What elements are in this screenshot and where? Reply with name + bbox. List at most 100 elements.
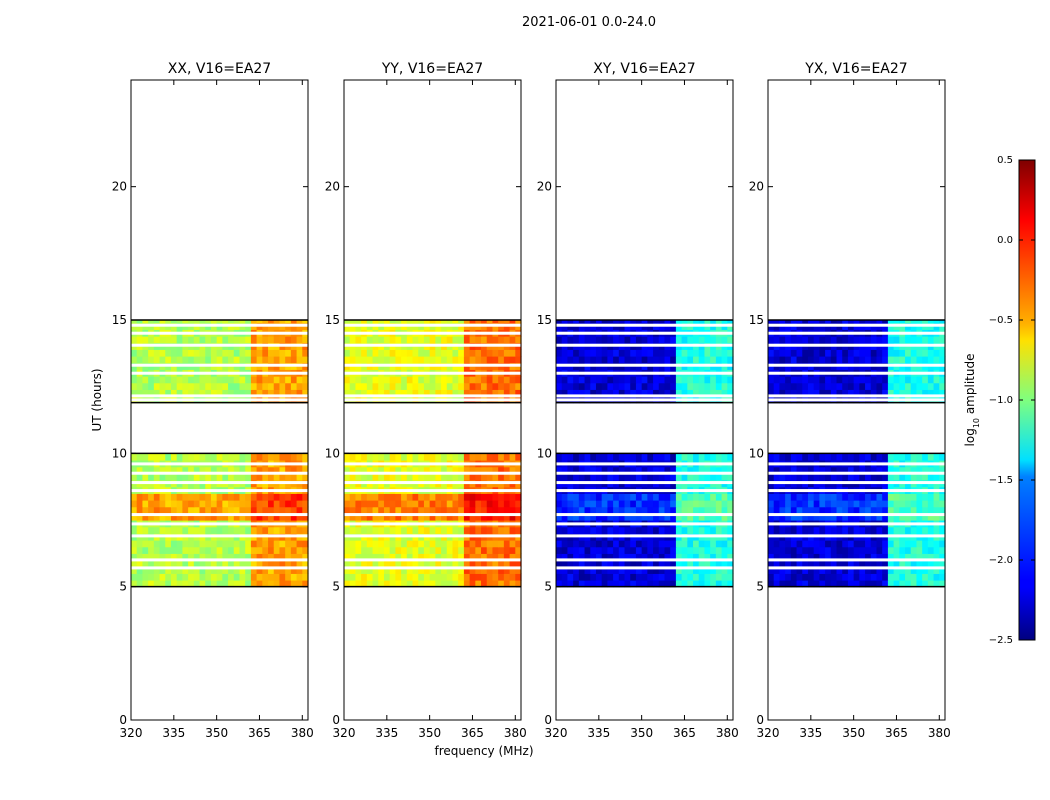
heatmap-cell [159, 526, 166, 534]
heatmap-cell [250, 473, 258, 481]
heatmap-cell [927, 580, 935, 588]
heatmap-cell [372, 389, 379, 397]
heatmap-cell [233, 473, 241, 481]
heatmap-cell [578, 376, 586, 384]
heatmap-cell [273, 336, 281, 344]
heatmap-cell [383, 553, 391, 561]
heatmap-cell [142, 320, 149, 324]
heatmap-cell [406, 526, 414, 534]
heatmap-cell [573, 506, 580, 514]
heatmap-cell [463, 336, 471, 344]
heatmap-cell [446, 553, 454, 561]
heatmap-cell [481, 466, 488, 474]
heatmap-cell [853, 560, 860, 568]
heatmap-cell [458, 453, 465, 461]
heatmap-cell [193, 573, 201, 581]
heatmap-cell [922, 466, 929, 474]
heatmap-cell [492, 466, 499, 474]
heatmap-cell [475, 560, 482, 568]
heatmap-cell [865, 349, 872, 357]
heatmap-cell [262, 506, 269, 514]
heatmap-cell [578, 573, 586, 581]
heatmap-cell [492, 382, 499, 390]
heatmap-cell [188, 506, 195, 514]
heatmap-cell [573, 349, 580, 357]
heatmap-cell [870, 560, 878, 568]
heatmap-cell [131, 506, 138, 514]
heatmap-cell [893, 526, 900, 534]
heatmap-cell [355, 320, 362, 324]
heatmap-cell [905, 506, 912, 514]
heatmap-cell [165, 580, 172, 588]
heatmap-cell [210, 382, 218, 390]
heatmap-cell [469, 356, 476, 364]
heatmap-cell [165, 336, 172, 344]
heatmap-cell [355, 540, 362, 548]
heatmap-cell [401, 376, 408, 384]
heatmap-cell [458, 566, 465, 574]
heatmap-cell [916, 493, 923, 501]
heatmap-cell [870, 389, 878, 397]
heatmap-cell [344, 493, 351, 501]
heatmap-cell [228, 546, 235, 554]
heatmap-cell [142, 553, 149, 561]
heatmap-cell [170, 376, 178, 384]
heatmap-cell [721, 540, 728, 548]
heatmap-cell [813, 382, 820, 390]
flagged-row [768, 343, 945, 347]
heatmap-cell [412, 389, 419, 397]
heatmap-cell [401, 356, 408, 364]
heatmap-cell [658, 573, 666, 581]
heatmap-cell [170, 382, 178, 390]
heatmap-cell [624, 453, 631, 461]
heatmap-cell [228, 473, 235, 481]
heatmap-cell [481, 540, 488, 548]
heatmap-cell [630, 566, 637, 574]
heatmap-cell [131, 500, 138, 508]
heatmap-cell [296, 493, 303, 501]
heatmap-cell [658, 500, 666, 508]
heatmap-cell [228, 540, 235, 548]
heatmap-cell [578, 506, 586, 514]
heatmap-cell [830, 560, 838, 568]
heatmap-cell [285, 506, 292, 514]
heatmap-cell [790, 493, 798, 501]
heatmap-cell [830, 382, 838, 390]
x-tick-label: 365 [248, 726, 271, 740]
heatmap-cell [463, 466, 471, 474]
heatmap-cell [395, 453, 402, 461]
heatmap-cell [423, 336, 431, 344]
heatmap-cell [905, 453, 912, 461]
heatmap-cell [355, 553, 362, 561]
heatmap-cell [819, 320, 826, 324]
heatmap-cell [715, 349, 723, 357]
flagged-rows [768, 323, 945, 570]
heatmap-cell [176, 493, 183, 501]
heatmap-cell [825, 540, 832, 548]
heatmap-cell [910, 493, 918, 501]
heatmap-cell [842, 336, 849, 344]
heatmap-cell [262, 540, 269, 548]
heatmap-cell [412, 553, 419, 561]
heatmap-cell [245, 389, 252, 397]
heatmap-cell [463, 320, 471, 324]
heatmap-cell [715, 320, 723, 324]
heatmap-cell [933, 466, 940, 474]
heatmap-cell [693, 506, 700, 514]
heatmap-cell [796, 320, 803, 324]
heatmap-cell [916, 389, 923, 397]
heatmap-cell [383, 493, 391, 501]
heatmap-cell [779, 540, 786, 548]
heatmap-cell [423, 573, 431, 581]
heatmap-cell [245, 573, 252, 581]
heatmap-cell [176, 513, 183, 521]
heatmap-cell [210, 580, 218, 588]
heatmap-cell [698, 526, 706, 534]
heatmap-cell [704, 493, 711, 501]
heatmap-cell [361, 526, 368, 534]
heatmap-cell [239, 540, 246, 548]
heatmap-cell [452, 580, 459, 588]
heatmap-cell [503, 506, 511, 514]
heatmap-cell [148, 560, 155, 568]
